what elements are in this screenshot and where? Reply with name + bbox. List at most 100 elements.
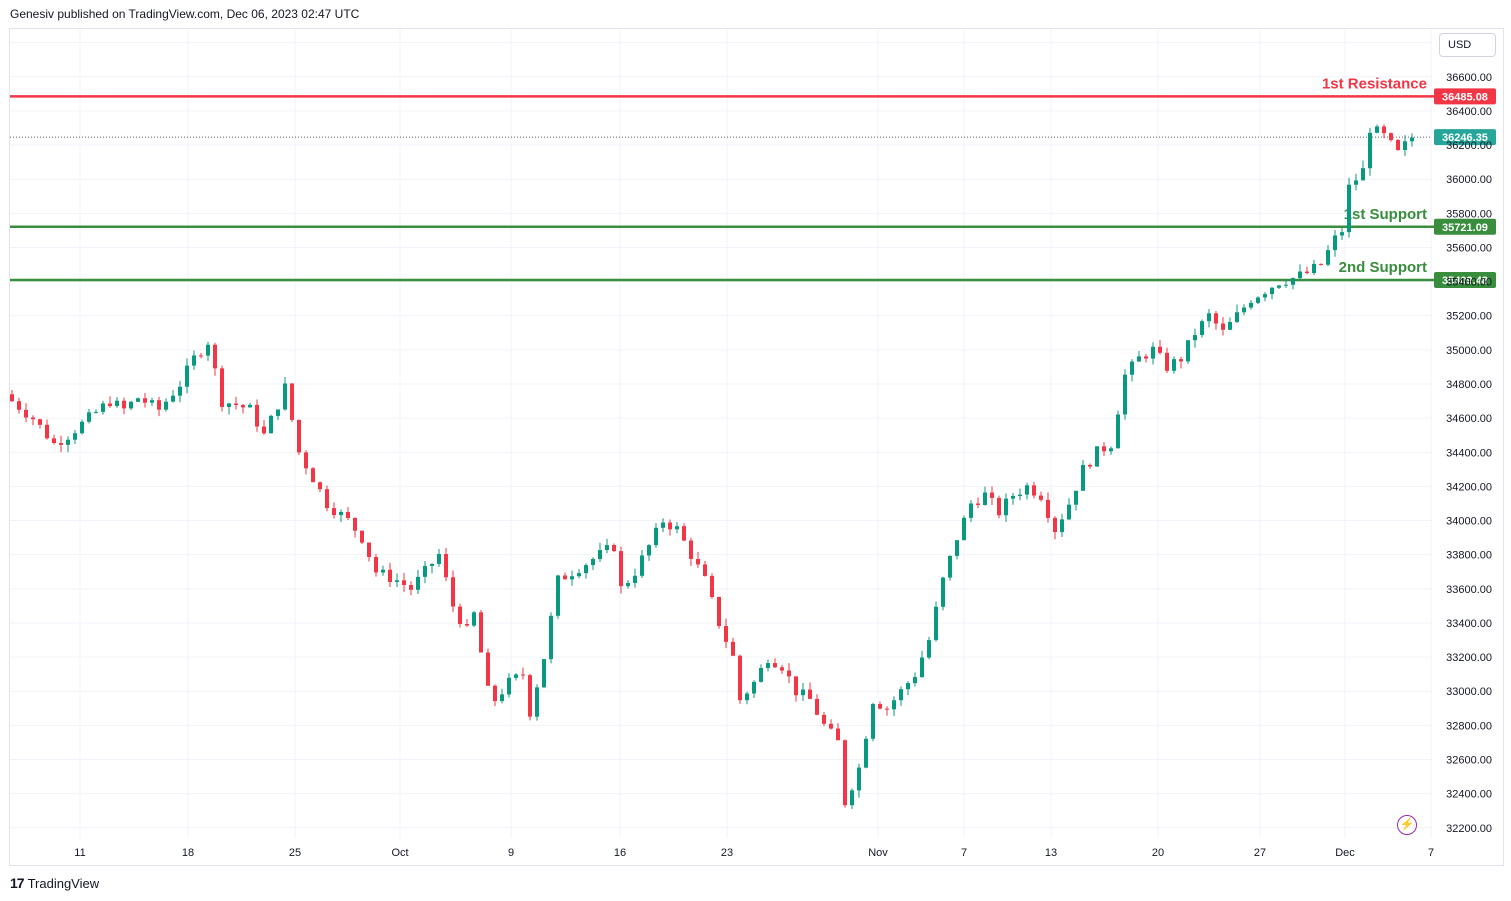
candle-body — [822, 714, 826, 724]
candle-body — [1193, 335, 1197, 341]
candle-body — [213, 344, 217, 369]
candle-body — [1032, 485, 1036, 496]
level-label: 1st Support — [1344, 206, 1427, 223]
candle-body — [283, 383, 287, 410]
candle-body — [199, 355, 203, 357]
candle-body — [472, 612, 476, 626]
candle-body — [381, 569, 385, 573]
support-resistance-levels: 36246.35 1st Resistance 36485.08 1st Suppor… — [10, 75, 1496, 288]
candle-body — [647, 545, 651, 556]
x-tick-label: 7 — [1428, 847, 1434, 859]
candle-body — [1354, 180, 1358, 185]
level-price-tag — [1434, 271, 1496, 288]
candle-body — [73, 433, 77, 440]
y-tick-label: 36600.00 — [1446, 72, 1492, 84]
candle-body — [465, 624, 469, 626]
candle-body — [1025, 485, 1029, 495]
candle-body — [1214, 313, 1218, 324]
candle-body — [878, 704, 882, 709]
axes: 36800.0036600.0036400.0036200.0036000.00… — [74, 38, 1492, 859]
candle-body — [892, 700, 896, 710]
y-tick-label: 36200.00 — [1446, 140, 1492, 152]
candle-body — [703, 564, 707, 576]
currency-button[interactable]: USD — [1439, 33, 1496, 57]
candle-body — [927, 640, 931, 658]
candle-body — [815, 698, 819, 715]
candle-body — [696, 558, 700, 565]
candle-body — [871, 704, 875, 739]
candle-body — [1375, 126, 1379, 133]
x-tick-label: 7 — [961, 847, 967, 859]
candle-body — [38, 419, 42, 425]
x-tick-label: 11 — [74, 847, 85, 859]
x-tick-label: 16 — [614, 847, 626, 859]
publisher-header: Genesiv published on TradingView.com, De… — [10, 7, 360, 21]
last-price-tag — [1434, 129, 1496, 146]
footer-brand[interactable]: 17 TradingView — [10, 875, 99, 891]
x-tick-label: 23 — [721, 847, 733, 859]
candle-body — [605, 545, 609, 551]
candle-body — [584, 565, 588, 574]
candle-body — [1256, 297, 1260, 303]
candle-body — [290, 383, 294, 420]
candle-body — [388, 569, 392, 582]
candle-body — [248, 404, 252, 408]
lightning-icon[interactable]: ⚡ — [1397, 815, 1417, 835]
candle-body — [661, 522, 665, 528]
y-tick-label: 36400.00 — [1446, 106, 1492, 118]
candle-body — [115, 400, 119, 407]
last-price-label: 36246.35 — [1442, 132, 1488, 144]
x-tick-label: 27 — [1254, 847, 1266, 859]
y-tick-label: 35000.00 — [1446, 345, 1492, 357]
candle-body — [430, 563, 434, 566]
x-tick-label: Nov — [868, 847, 888, 859]
candle-body — [66, 439, 70, 445]
x-tick-label: 13 — [1045, 847, 1057, 859]
footer-brand-label: TradingView — [27, 875, 100, 891]
y-tick-label: 35200.00 — [1446, 311, 1492, 323]
candle-body — [640, 555, 644, 576]
candle-body — [843, 740, 847, 806]
candle-body — [59, 443, 63, 445]
y-tick-label: 33200.00 — [1446, 652, 1492, 664]
candle-body — [724, 626, 728, 642]
candle-body — [1151, 346, 1155, 359]
candle-body — [1298, 271, 1302, 279]
candle-body — [668, 522, 672, 530]
candle-body — [339, 512, 343, 516]
candle-body — [514, 674, 518, 678]
level-price-tag — [1434, 88, 1496, 105]
candle-body — [24, 409, 28, 418]
candle-body — [976, 503, 980, 505]
chart-frame[interactable] — [9, 28, 1504, 866]
level-price-label: 35409.48 — [1442, 275, 1488, 287]
candle-body — [710, 575, 714, 597]
y-tick-label: 33400.00 — [1446, 618, 1492, 630]
candle-body — [1109, 448, 1113, 452]
candle-body — [52, 438, 56, 444]
candle-body — [1382, 126, 1386, 134]
candle-body — [626, 582, 630, 587]
candle-body — [122, 400, 126, 409]
x-tick-label: 25 — [289, 847, 301, 859]
candle-body — [1312, 263, 1316, 274]
candle-body — [241, 405, 245, 408]
candle-body — [1284, 284, 1288, 286]
candle-body — [80, 421, 84, 434]
candle-body — [1095, 446, 1099, 467]
candle-body — [262, 426, 266, 434]
candle-body — [829, 723, 833, 729]
x-tick-label: 20 — [1152, 847, 1164, 859]
y-tick-label: 34600.00 — [1446, 413, 1492, 425]
candle-body — [1186, 340, 1190, 362]
candle-body — [997, 497, 1001, 516]
candle-body — [857, 767, 861, 791]
candle-body — [227, 403, 231, 407]
x-tick-label: 18 — [182, 847, 194, 859]
y-tick-label: 34400.00 — [1446, 447, 1492, 459]
candle-body — [1053, 517, 1057, 533]
candle-body — [353, 517, 357, 531]
candle-body — [1235, 312, 1239, 323]
candle-body — [178, 386, 182, 396]
